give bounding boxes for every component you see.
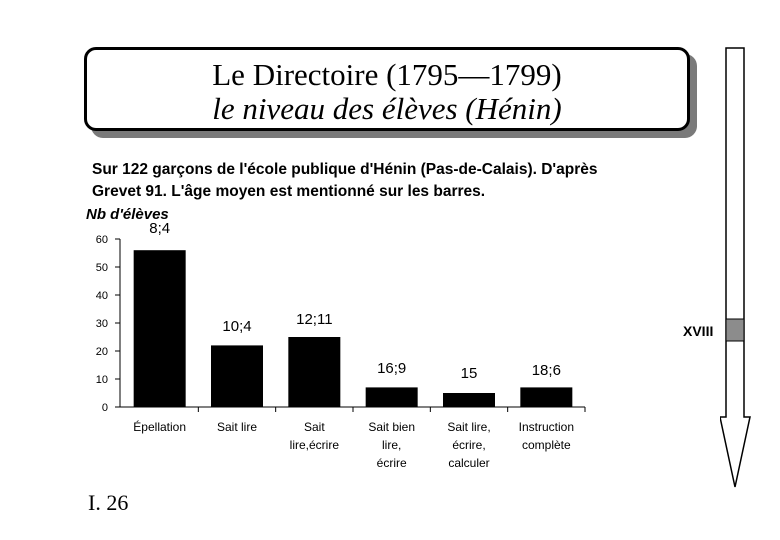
page-number: I. 26 [88, 490, 129, 515]
bar [443, 393, 495, 407]
x-tick-label: lire,écrire [290, 438, 340, 452]
chart-description-line-1: Sur 122 garçons de l'école publique d'Hé… [92, 161, 598, 178]
title-box: Le Directoire (1795—1799) le niveau des … [84, 47, 690, 131]
y-tick-label: 0 [102, 402, 108, 414]
x-tick-label: calculer [448, 456, 489, 470]
x-tick-label: complète [522, 438, 571, 452]
x-tick-label: Sait bien [368, 420, 415, 434]
y-axis-label: Nb d'élèves [86, 206, 169, 223]
bar-data-label: 18;6 [532, 362, 561, 379]
timeline-label: XVIII [683, 323, 714, 339]
x-tick-label: Sait [304, 420, 325, 434]
title-main: Le Directoire (1795—1799) [212, 57, 562, 92]
bar-data-label: 16;9 [377, 360, 406, 377]
chart-description-line-2: Grevet 91. L'âge moyen est mentionné sur… [92, 183, 486, 200]
y-tick-label: 20 [96, 346, 108, 358]
bar [288, 337, 341, 407]
timeline-marker [725, 318, 745, 342]
x-tick-label: Épellation [133, 419, 186, 434]
x-tick-label: lire, [382, 438, 401, 452]
x-tick-label: Instruction [519, 420, 574, 434]
bar [520, 387, 573, 407]
bar-data-label: 15 [461, 365, 478, 382]
timeline-arrow [720, 47, 751, 488]
timeline-arrow-shape [720, 47, 751, 488]
y-tick-label: 50 [96, 262, 108, 274]
x-tick-label: Sait lire [217, 420, 257, 434]
chart-description: Sur 122 garçons de l'école publique d'Hé… [92, 159, 712, 203]
bar [365, 387, 418, 407]
bar [211, 345, 263, 407]
x-tick-label: écrire [377, 456, 407, 470]
y-tick-label: 10 [96, 374, 108, 386]
title-sub: le niveau des élèves (Hénin) [212, 91, 562, 126]
x-tick-label: Sait lire, [447, 420, 490, 434]
y-tick-label: 40 [96, 290, 108, 302]
bar [133, 250, 186, 407]
y-tick-label: 60 [96, 234, 108, 246]
bar-data-label: 10;4 [222, 318, 251, 335]
bar-data-label: 8;4 [149, 220, 170, 237]
y-tick-label: 30 [96, 318, 108, 330]
x-tick-label: écrire, [452, 438, 485, 452]
bar-data-label: 12;11 [296, 311, 332, 328]
